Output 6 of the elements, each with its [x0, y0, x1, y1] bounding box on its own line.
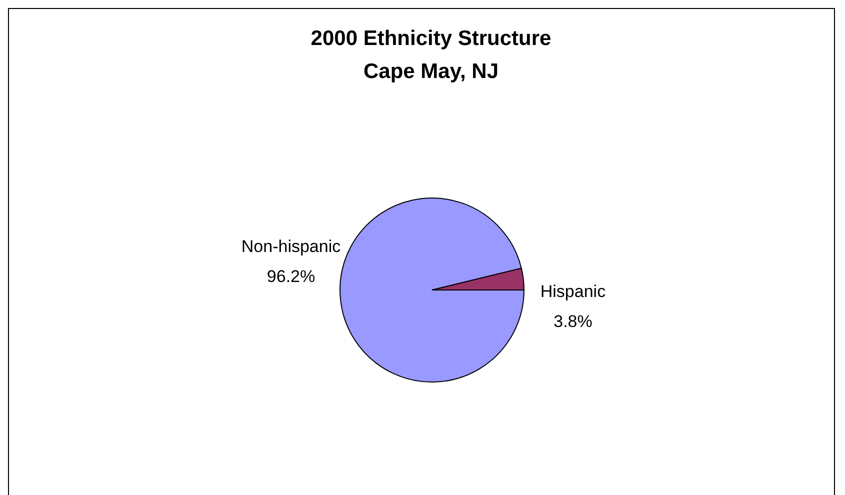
pie-slice [340, 198, 524, 382]
chart-title: 2000 Ethnicity Structure Cape May, NJ [310, 27, 552, 83]
slice-label: Hispanic [540, 282, 606, 301]
data-label: 96.2% [266, 267, 316, 286]
slice-label: Non-hispanic [241, 237, 342, 256]
data-label: 3.8% [554, 312, 592, 331]
